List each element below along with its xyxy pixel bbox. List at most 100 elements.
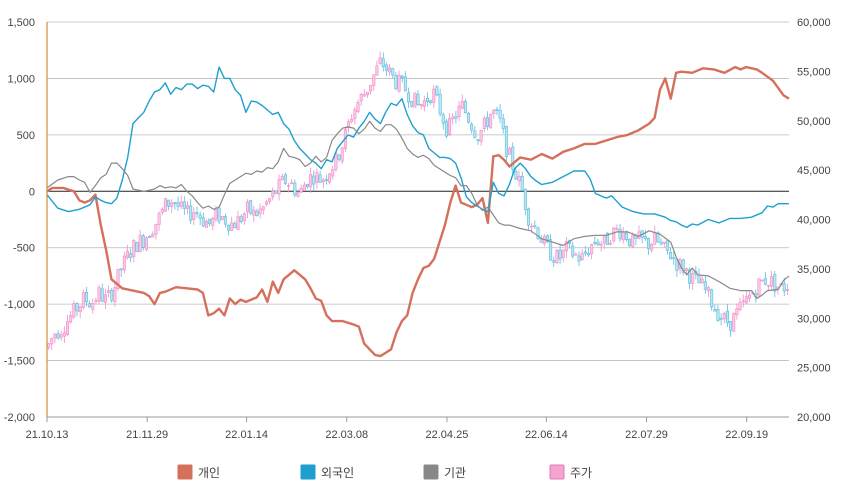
- legend-swatch: [423, 464, 439, 480]
- right-tick-label: 60,000: [797, 17, 831, 29]
- right-tick-label: 35,000: [797, 264, 831, 276]
- price-candle: [593, 242, 597, 244]
- right-tick-label: 55,000: [797, 66, 831, 78]
- price-candle: [688, 269, 692, 284]
- price-candle: [305, 184, 309, 187]
- grid-lines: [47, 21, 789, 418]
- price-candle: [78, 306, 82, 313]
- price-candle: [602, 235, 606, 244]
- price-candle: [587, 252, 591, 256]
- price-candle: [748, 294, 752, 299]
- price-candle: [72, 303, 76, 318]
- price-candle: [126, 250, 130, 259]
- price-candle: [684, 268, 688, 271]
- legend-label: 외국인: [321, 466, 354, 480]
- left-tick-label: -1,500: [4, 356, 35, 368]
- price-candle: [605, 232, 609, 245]
- price-candle: [144, 237, 148, 250]
- price-candle: [618, 228, 622, 239]
- price-candle: [577, 255, 581, 262]
- price-candle: [729, 320, 733, 331]
- price-candle: [274, 190, 278, 194]
- price-candle: [230, 222, 234, 231]
- price-candle: [545, 235, 549, 243]
- series-line-개인: [46, 65, 790, 358]
- price-candle: [179, 201, 183, 207]
- price-candle: [299, 187, 303, 193]
- price-candle: [211, 217, 215, 226]
- price-candle: [571, 245, 575, 257]
- price-candle: [249, 199, 253, 214]
- price-candle: [744, 296, 748, 304]
- right-tick-label: 25,000: [797, 363, 831, 375]
- price-candle: [167, 199, 171, 207]
- legend-swatch: [300, 464, 316, 480]
- price-candle: [198, 214, 202, 219]
- price-candle: [154, 223, 158, 235]
- price-candle: [738, 302, 742, 310]
- price-candle: [182, 201, 186, 209]
- price-candle: [419, 103, 423, 107]
- price-candle: [770, 276, 774, 287]
- price-candle: [485, 117, 489, 127]
- price-candle: [410, 100, 414, 107]
- price-candle: [596, 241, 600, 246]
- price-candle: [381, 58, 385, 67]
- price-candle: [757, 278, 761, 296]
- price-candle: [88, 303, 92, 308]
- price-candle: [400, 75, 404, 78]
- price-candle: [160, 208, 164, 213]
- price-candle: [204, 221, 208, 228]
- price-candle: [116, 268, 120, 290]
- price-candle: [722, 313, 726, 320]
- price-candle: [448, 117, 452, 135]
- price-candle: [47, 343, 51, 349]
- price-candle: [773, 273, 777, 292]
- price-candle: [372, 74, 376, 86]
- price-candle: [473, 130, 477, 138]
- price-candle: [536, 227, 540, 239]
- price-candle: [643, 236, 647, 239]
- price-candle: [122, 255, 126, 271]
- price-candle: [350, 118, 354, 123]
- price-candle: [356, 102, 360, 113]
- price-candle: [463, 101, 467, 113]
- price-candle: [716, 309, 720, 321]
- price-candle: [302, 184, 306, 191]
- x-tick-label: 22.07.29: [625, 429, 668, 441]
- price-candle: [91, 303, 95, 310]
- price-candle: [236, 216, 240, 230]
- price-candle: [422, 100, 426, 107]
- price-candles: [47, 51, 789, 350]
- price-candle: [271, 190, 275, 198]
- left-tick-label: -2,000: [4, 412, 35, 424]
- price-candle: [309, 174, 313, 188]
- price-candle: [337, 154, 341, 160]
- left-tick-label: 1,500: [7, 17, 35, 29]
- right-tick-label: 30,000: [797, 313, 831, 325]
- price-candle: [258, 208, 262, 214]
- price-candle: [492, 109, 496, 114]
- price-candle: [552, 260, 556, 263]
- price-candle: [760, 279, 764, 282]
- price-candle: [375, 65, 379, 76]
- price-candle: [659, 241, 663, 245]
- price-candle: [631, 235, 635, 248]
- right-tick-label: 45,000: [797, 165, 831, 177]
- price-candle: [700, 278, 704, 284]
- price-candle: [163, 198, 167, 212]
- price-candle: [176, 202, 180, 207]
- price-candle: [549, 239, 553, 261]
- price-candle: [296, 192, 300, 197]
- price-candle: [378, 57, 382, 64]
- legend: 개인 외국인 기관 주가: [177, 464, 592, 480]
- price-candle: [173, 202, 177, 205]
- price-candle: [530, 225, 534, 228]
- price-candle: [287, 185, 291, 187]
- right-tick-label: 50,000: [797, 116, 831, 128]
- price-candle: [527, 208, 531, 226]
- price-candle: [353, 109, 357, 120]
- price-candle: [324, 179, 328, 181]
- price-candle: [561, 249, 565, 258]
